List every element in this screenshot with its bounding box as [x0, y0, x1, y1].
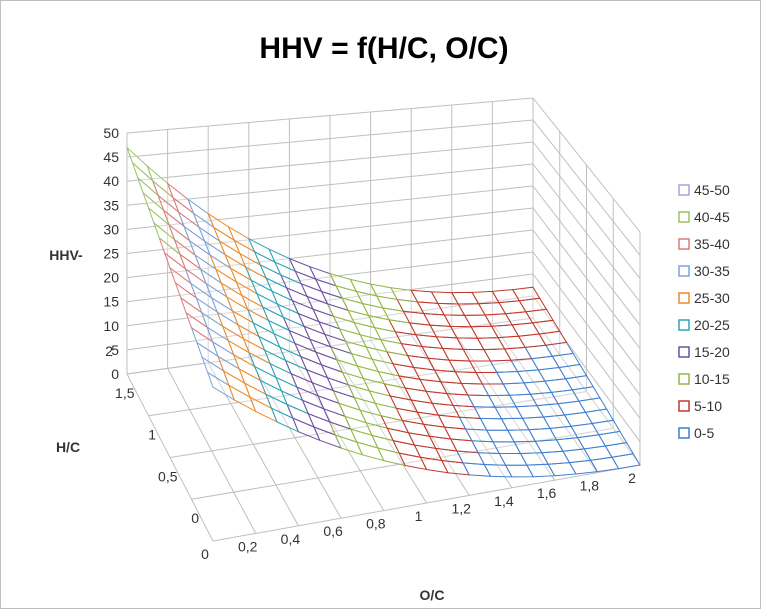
surface-mesh — [126, 147, 641, 478]
z-tick-label: 10 — [103, 318, 119, 334]
surface-cell — [511, 286, 541, 302]
y-axis-ticks: 0 0,5 1 1,5 2 — [105, 343, 199, 526]
x-tick-label: 1,2 — [451, 500, 471, 516]
x-tick-label: 1,6 — [537, 485, 557, 501]
x-tick-label: 1 — [415, 508, 423, 524]
x-axis-title: O/C — [420, 587, 445, 603]
legend-swatch — [678, 184, 690, 196]
legend-swatch — [678, 427, 690, 439]
z-tick-label: 50 — [103, 125, 119, 141]
y-tick-label: 2 — [105, 343, 113, 359]
legend-swatch — [678, 211, 690, 223]
legend-label: 45-50 — [694, 182, 730, 198]
legend-label: 5-10 — [694, 398, 722, 414]
y-tick-label: 0,5 — [158, 468, 178, 484]
z-tick-label: 30 — [103, 221, 119, 237]
z-tick-label: 35 — [103, 197, 119, 213]
legend-swatch — [678, 373, 690, 385]
x-tick-label: 1,8 — [580, 478, 600, 494]
legend-swatch — [678, 238, 690, 250]
y-axis-title: H/C — [56, 439, 80, 455]
x-tick-label: 1,4 — [494, 493, 514, 509]
z-tick-label: 25 — [103, 246, 119, 262]
y-tick-label: 1 — [148, 427, 156, 443]
legend-swatch — [678, 319, 690, 331]
x-tick-label: 0,4 — [281, 531, 301, 547]
chart-title: HHV = f(H/C, O/C) — [259, 32, 508, 65]
floor-gridline — [191, 427, 614, 500]
legend-label: 15-20 — [694, 344, 730, 360]
z-tick-label: 40 — [103, 173, 119, 189]
x-tick-label: 2 — [628, 470, 636, 486]
legend-label: 30-35 — [694, 263, 730, 279]
z-tick-label: 5 — [111, 342, 119, 358]
legend-swatch — [678, 292, 690, 304]
legend-label: 25-30 — [694, 290, 730, 306]
z-tick-label: 15 — [103, 294, 119, 310]
legend-label: 20-25 — [694, 317, 730, 333]
legend-swatch — [678, 346, 690, 358]
floor-gridline — [169, 391, 587, 458]
x-tick-label: 0 — [201, 546, 209, 562]
x-axis-ticks: 0 0,2 0,4 0,6 0,8 1 1,2 1,4 1,6 1,8 2 — [201, 470, 636, 562]
x-tick-label: 0,8 — [366, 516, 386, 532]
floor-gridline — [148, 354, 560, 417]
legend-label: 0-5 — [694, 425, 714, 441]
legend-label: 10-15 — [694, 371, 730, 387]
legend-label: 40-45 — [694, 209, 730, 225]
y-tick-label: 0 — [191, 510, 199, 526]
legend: 45-50 40-45 35-40 30-35 25-30 20-25 15-20 10-15… — [678, 182, 730, 441]
x-tick-label: 0,6 — [323, 523, 343, 539]
legend-swatch — [678, 265, 690, 277]
z-tick-label: 45 — [103, 149, 119, 165]
legend-label: 35-40 — [694, 236, 730, 252]
x-tick-label: 0,2 — [238, 538, 258, 554]
legend-swatch — [678, 400, 690, 412]
chart-floor — [126, 317, 641, 542]
z-axis-title: HHV- — [49, 247, 83, 263]
z-tick-label: 20 — [103, 270, 119, 286]
y-tick-label: 1,5 — [115, 385, 135, 401]
z-axis-ticks: 0 5 10 15 20 25 30 35 40 45 50 — [103, 125, 119, 382]
z-tick-label: 0 — [111, 366, 119, 382]
floor-gridline — [212, 464, 641, 542]
